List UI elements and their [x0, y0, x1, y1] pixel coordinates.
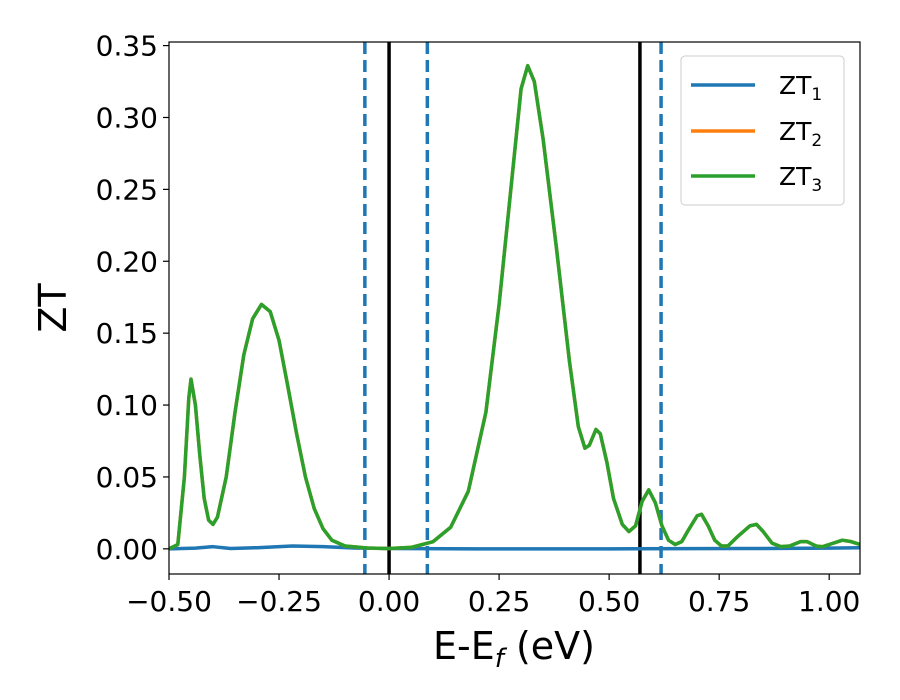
- y-tick-label: 0.15: [96, 317, 158, 350]
- legend-label-zt2: ZT2: [779, 117, 822, 151]
- y-tick-label: 0.10: [96, 389, 158, 422]
- vertical-reference-lines: [363, 42, 663, 574]
- x-tick-label: −0.50: [126, 585, 212, 618]
- x-tick-label: 0.50: [578, 585, 640, 618]
- x-axis: −0.50 −0.25 0.00 0.25 0.50 0.75 1.00: [126, 574, 860, 618]
- series-layer: [169, 63, 860, 551]
- legend-box: [680, 55, 845, 206]
- y-tick-label: 0.30: [96, 101, 158, 134]
- y-tick-label: 0.25: [96, 173, 158, 206]
- x-tick-label: 0.75: [688, 585, 750, 618]
- y-tick-label: 0.05: [96, 461, 158, 494]
- x-tick-label: 0.25: [468, 585, 530, 618]
- legend-label-zt1: ZT1: [779, 71, 822, 105]
- plot-frame: [168, 41, 861, 575]
- y-tick-label: 0.35: [96, 30, 158, 63]
- y-tick-label: 0.20: [96, 245, 158, 278]
- y-axis-label: ZT: [31, 283, 75, 333]
- series-line-zt1: [169, 544, 860, 551]
- x-tick-label: −0.25: [236, 585, 322, 618]
- series-line-zt3: [169, 63, 860, 551]
- y-tick-label: 0.00: [96, 533, 158, 566]
- legend-label-zt3: ZT3: [779, 162, 822, 196]
- x-tick-label: 1.00: [798, 585, 860, 618]
- y-axis: 0.00 0.05 0.10 0.15 0.20 0.25 0.30 0.35: [96, 30, 169, 566]
- legend: ZT1 ZT2 ZT3: [680, 55, 845, 206]
- x-tick-label: 0.00: [358, 585, 420, 618]
- x-axis-label: E-Ef (eV): [433, 624, 595, 674]
